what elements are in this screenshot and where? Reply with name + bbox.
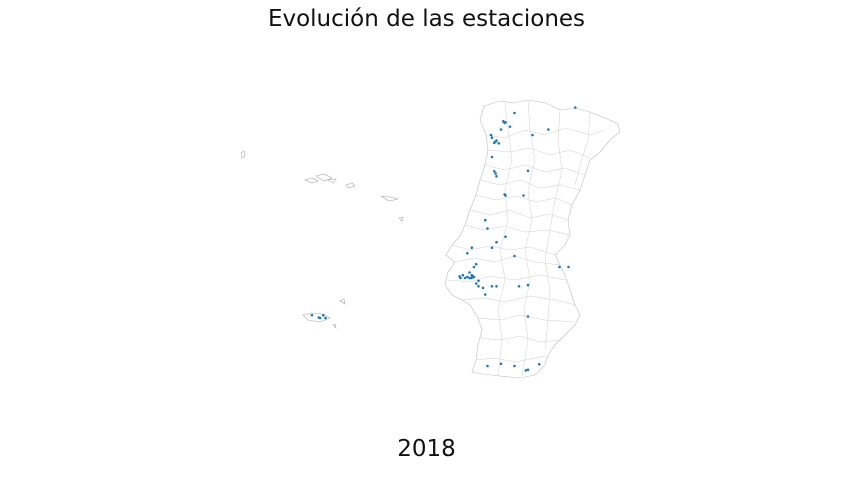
station-dot	[474, 282, 478, 285]
station-dot	[494, 172, 497, 175]
station-dot	[558, 265, 561, 269]
station-dot	[466, 275, 469, 279]
station-dot	[470, 276, 473, 280]
station-dot	[504, 235, 507, 238]
station-dot	[495, 175, 498, 178]
station-dot	[481, 286, 485, 290]
station-dot	[524, 369, 528, 372]
station-dot-madeira	[322, 313, 325, 317]
station-dot	[526, 315, 530, 318]
station-dot	[499, 362, 503, 366]
station-dot	[490, 136, 494, 139]
station-dot	[466, 252, 469, 255]
station-dot	[531, 133, 534, 137]
station-dot	[490, 246, 494, 249]
station-dot	[499, 128, 503, 131]
station-dot	[470, 246, 474, 249]
station-dot	[526, 368, 530, 372]
station-dot-madeira	[317, 316, 321, 319]
station-dot	[486, 227, 489, 230]
station-dot	[468, 271, 471, 274]
station-dot	[517, 285, 521, 288]
station-dot	[526, 169, 530, 173]
station-dot	[463, 276, 467, 280]
station-dot	[574, 106, 577, 109]
station-dot	[504, 121, 507, 124]
station-dot	[474, 262, 478, 266]
station-dot-madeira	[310, 313, 314, 317]
station-dot	[493, 170, 496, 173]
mainland-portugal	[444, 99, 621, 379]
station-dot	[538, 363, 541, 366]
station-dot	[490, 285, 494, 288]
stations-layer	[310, 106, 577, 372]
station-dot	[513, 111, 516, 115]
station-dot	[458, 275, 461, 278]
mainland-outline	[444, 99, 621, 379]
azores-islands	[240, 150, 404, 222]
station-dot	[484, 293, 487, 296]
station-dot	[503, 193, 506, 196]
station-dot	[484, 218, 487, 222]
station-dot	[489, 133, 493, 137]
station-dot	[513, 254, 516, 258]
station-dot	[495, 240, 498, 244]
station-dot	[468, 276, 471, 280]
station-dot	[567, 265, 570, 269]
station-dot	[526, 283, 530, 287]
station-dot	[477, 279, 480, 283]
station-dot	[522, 194, 525, 197]
station-dot	[497, 142, 501, 145]
station-dot	[486, 364, 489, 368]
station-dot	[477, 285, 480, 288]
station-dot	[508, 125, 512, 128]
station-dot	[547, 128, 550, 131]
station-dot	[513, 364, 516, 368]
station-dot	[461, 273, 465, 277]
municipality-borders	[447, 99, 606, 377]
station-dot	[472, 265, 476, 269]
madeira-islands	[302, 298, 346, 329]
station-dot	[490, 155, 494, 159]
map-title: Evolución de las estaciones	[267, 6, 586, 32]
station-dot	[495, 285, 498, 288]
station-dot-madeira	[324, 316, 327, 320]
year-label: 2018	[397, 436, 456, 462]
station-dot	[495, 139, 498, 142]
